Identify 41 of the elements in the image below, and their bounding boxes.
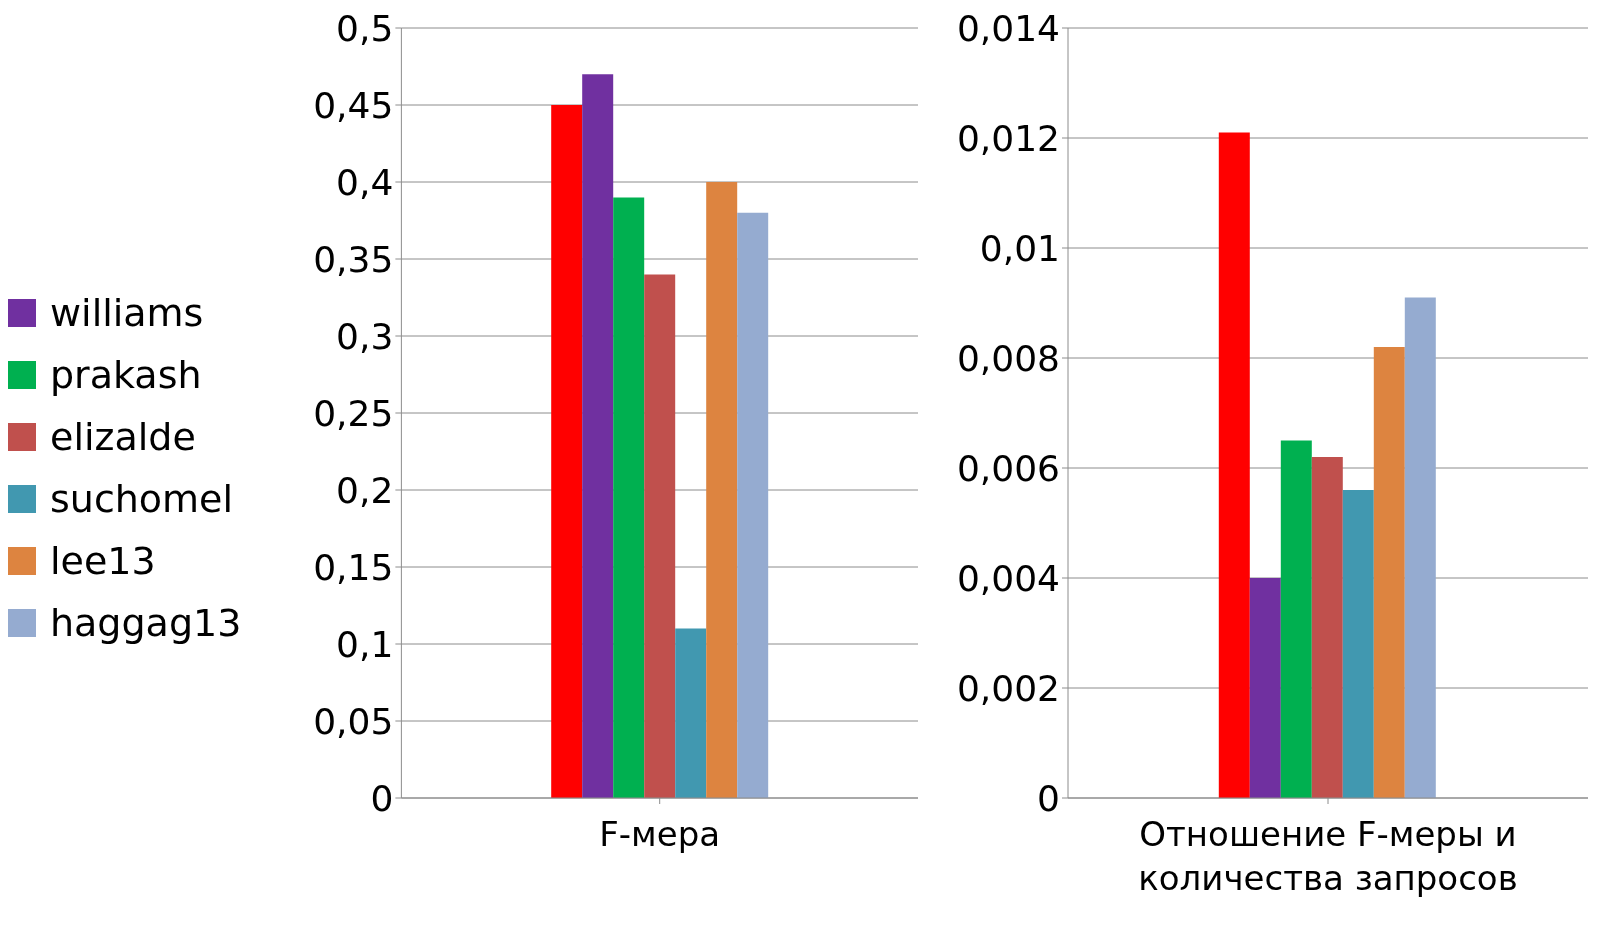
y-tick-label: 0 [1037,777,1060,819]
bar [644,274,676,798]
bar [1342,490,1374,798]
bar [1373,347,1405,798]
y-tick-label: 0,01 [979,227,1060,269]
y-tick-label: 0,014 [956,7,1060,49]
bar [1311,457,1343,798]
bar [1280,440,1312,798]
y-tick-label: 0,45 [313,84,394,126]
x-tick-label: Отношение F-меры и количества запросов [1138,814,1518,898]
y-tick-label: 0,5 [336,7,394,49]
bar [1404,297,1436,798]
y-tick-label: 0,4 [336,161,394,203]
legend-label: williams [50,290,204,337]
y-tick-label: 0,05 [313,700,394,742]
y-tick-label: 0,2 [336,469,394,511]
y-tick-label: 0,006 [956,447,1060,489]
y-tick-label: 0,3 [336,315,394,357]
y-tick-label: 0,25 [313,392,394,434]
legend-label: haggag13 [50,600,242,647]
y-tick-label: 0,1 [336,623,394,665]
y-tick-label: 0 [370,777,394,819]
bar [582,74,614,798]
legend-label: suchomel [50,476,234,523]
legend-label: lee13 [50,538,156,585]
y-tick-label: 0,004 [956,557,1060,599]
bar [675,628,707,798]
y-tick-label: 0,35 [313,238,394,280]
y-tick-label: 0,15 [313,546,394,588]
x-tick-label: F-мера [599,814,721,854]
y-tick-label: 0,012 [956,117,1060,159]
y-tick-label: 0,002 [956,667,1060,709]
bar [706,182,738,798]
bar [551,105,583,798]
bar [1249,578,1281,798]
bar [737,212,769,798]
y-tick-label: 0,008 [956,337,1060,379]
legend-label: elizalde [50,414,196,461]
legend-label: prakash [50,352,202,399]
bar [1218,132,1250,798]
bar [613,197,645,798]
